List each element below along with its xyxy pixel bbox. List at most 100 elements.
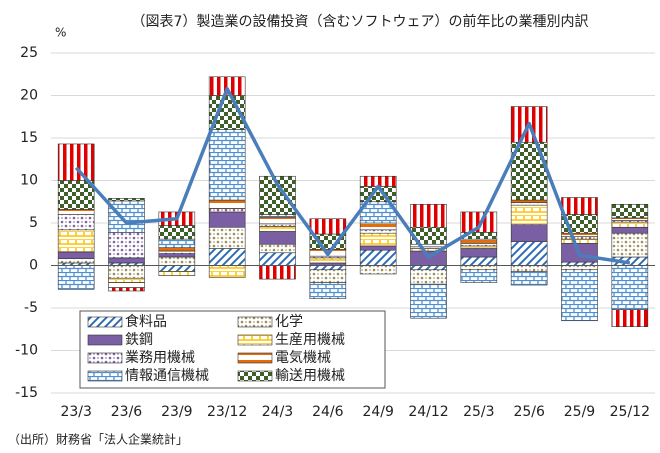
y-tick-label: 25: [20, 45, 38, 61]
bar-segment: [208, 208, 246, 213]
bar-segment: [108, 277, 145, 283]
bar-segment: [208, 76, 246, 96]
bar-segment: [57, 209, 95, 215]
bar-segment: [259, 175, 296, 215]
legend-label: 鉄鋼: [125, 332, 153, 348]
bar-segment: [208, 265, 246, 278]
y-tick-label: -5: [24, 300, 38, 316]
bar-segment: [460, 238, 498, 244]
chart-title: （図表7）製造業の設備投資（含むソフトウェア）の前年比の業種別内訳: [132, 13, 589, 30]
y-tick-label: 20: [20, 88, 38, 104]
bar-segment: [561, 236, 598, 240]
bar-segment: [108, 265, 145, 279]
bar-segment: [108, 200, 145, 233]
bar-segment: [611, 226, 649, 234]
bar-segment: [57, 214, 95, 231]
bar-segment: [158, 225, 196, 240]
bar-segment: [259, 252, 296, 266]
bar-segment: [510, 199, 548, 203]
legend-swatch: [237, 352, 273, 364]
bar-segment: [359, 249, 397, 266]
bar-segment: [359, 232, 397, 247]
bar-segment: [561, 261, 598, 266]
total-line: [74, 86, 631, 265]
x-tick-label: 23/12: [207, 404, 247, 420]
bar-segment: [208, 226, 246, 249]
y-unit: %: [55, 26, 66, 40]
bar-segment: [208, 248, 246, 266]
y-tick-label: 0: [29, 258, 38, 274]
bar-segment: [208, 211, 246, 228]
bar-segment: [611, 309, 649, 328]
bar-segment: [108, 282, 145, 288]
bar-segment: [309, 218, 347, 235]
legend-label: 業務用機械: [125, 350, 195, 366]
x-tick-label: 24/9: [362, 404, 393, 420]
bar-segment: [208, 129, 246, 201]
y-tick-label: -10: [15, 343, 38, 359]
legend-swatch: [237, 370, 273, 382]
bar-segment: [611, 232, 649, 258]
bar-segment: [57, 251, 95, 259]
bar-segment: [510, 241, 548, 266]
bar-segment: [259, 214, 296, 218]
bar-segment: [309, 282, 347, 299]
bar-segment: [57, 265, 95, 290]
bar-segment: [108, 287, 145, 292]
legend-swatch: [237, 334, 273, 346]
bar-segment: [611, 221, 649, 228]
legend-swatch: [87, 334, 123, 346]
x-tick-label: 23/6: [111, 404, 143, 420]
bar-segment: [611, 204, 649, 219]
x-tick-label: 24/6: [312, 404, 344, 420]
y-tick-label: -15: [15, 385, 38, 401]
bar-segment: [57, 229, 95, 253]
bar-segment: [108, 257, 145, 264]
bar-segment: [359, 229, 397, 234]
x-tick-label: 25/3: [463, 404, 494, 420]
bar-segment: [460, 265, 498, 271]
bar-segment: [259, 265, 296, 280]
legend-label: 情報通信機械: [125, 368, 209, 384]
legend-label: 電気機械: [275, 350, 331, 366]
bar-segment: [561, 269, 598, 322]
bar-segment: [359, 265, 397, 275]
legend-label: 生産用機械: [275, 332, 345, 348]
y-tick-label: 10: [20, 173, 38, 189]
x-tick-label: 25/12: [610, 404, 650, 420]
bar-segment: [158, 253, 196, 258]
bar-segment: [561, 238, 598, 244]
source: （出所）財務省「法人企業統計」: [8, 432, 188, 447]
bar-segment: [309, 269, 347, 283]
bar-segment: [611, 217, 649, 221]
bar-segment: [460, 248, 498, 258]
legend-label: 食料品: [125, 313, 167, 330]
x-tick-label: 24/12: [408, 404, 448, 420]
bar-segment: [259, 231, 296, 245]
bar-segment: [510, 265, 548, 272]
legend-swatch: [87, 352, 123, 364]
bar-segment: [158, 238, 196, 248]
bar-segment: [158, 256, 196, 266]
bar-segment: [561, 197, 598, 215]
bar-segment: [158, 250, 196, 254]
bar-segment: [510, 271, 548, 286]
x-tick-label: 24/3: [262, 404, 293, 420]
bar-segment: [561, 265, 598, 271]
bar-segment: [158, 265, 196, 272]
bar-segment: [359, 245, 397, 251]
bar-segment: [510, 204, 548, 225]
bar-segment: [57, 180, 95, 210]
bar-segment: [108, 198, 145, 202]
bar-segment: [309, 265, 347, 271]
legend-box: [79, 310, 386, 389]
bar-segment: [158, 271, 196, 277]
legend-label: 輸送用機械: [275, 368, 345, 384]
bar-segment: [410, 269, 447, 285]
x-tick-label: 25/9: [564, 404, 595, 420]
legend-swatch: [237, 316, 273, 328]
bar-segment: [460, 211, 498, 233]
bar-segment: [410, 243, 447, 248]
